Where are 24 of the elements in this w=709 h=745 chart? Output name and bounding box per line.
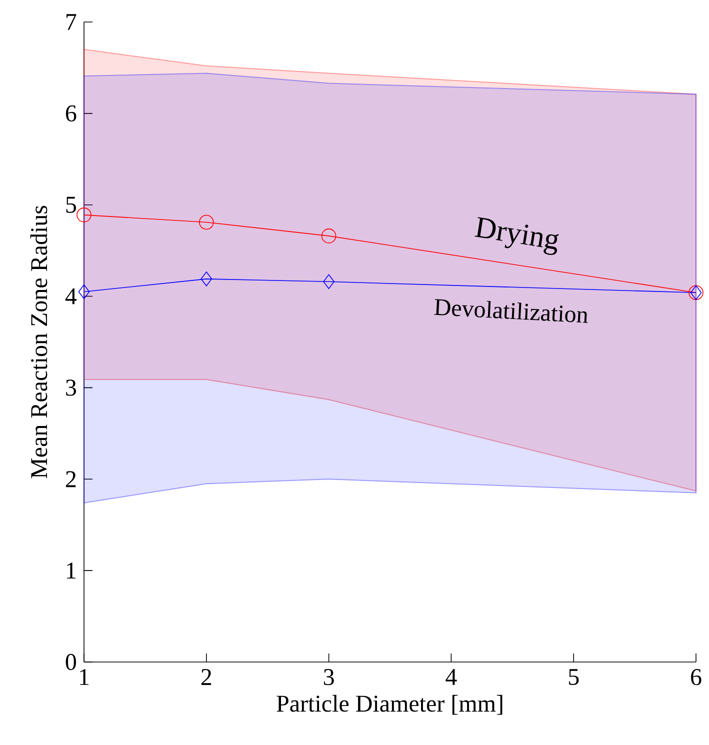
y-tick-label: 0 [66,654,76,670]
x-tick-label: 4 [446,669,457,685]
y-tick-label: 7 [66,14,76,30]
y-axis-title: Mean Reaction Zone Radius [30,206,48,478]
series-label: Devolatilization [434,299,588,323]
text: Drying [474,217,559,255]
x-tick-label: 5 [568,669,579,685]
point [78,284,90,300]
x-tick-label: 3 [324,669,334,686]
y-tick-label: 3 [66,380,76,396]
point [199,214,214,230]
y-tick-label: 2 [66,471,76,488]
point [200,272,212,286]
x-tick-label: 1 [80,669,89,685]
y-tick-label: 1 [67,562,76,578]
x-tick-label: 2 [201,669,212,685]
y-tick-label: 6 [66,105,76,122]
x-axis-title: Particle Diameter [mm] [276,694,502,715]
point [76,208,92,222]
y-tick-label: 4 [65,288,77,304]
point [323,274,334,290]
x-tick-label: 6 [691,669,702,686]
y-tick-label: 5 [66,196,76,213]
point [321,228,336,244]
